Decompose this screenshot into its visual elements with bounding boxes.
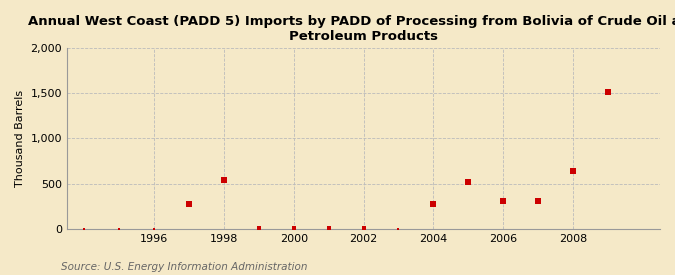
- Y-axis label: Thousand Barrels: Thousand Barrels: [15, 90, 25, 187]
- Title: Annual West Coast (PADD 5) Imports by PADD of Processing from Bolivia of Crude O: Annual West Coast (PADD 5) Imports by PA…: [28, 15, 675, 43]
- Text: Source: U.S. Energy Information Administration: Source: U.S. Energy Information Administ…: [61, 262, 307, 272]
